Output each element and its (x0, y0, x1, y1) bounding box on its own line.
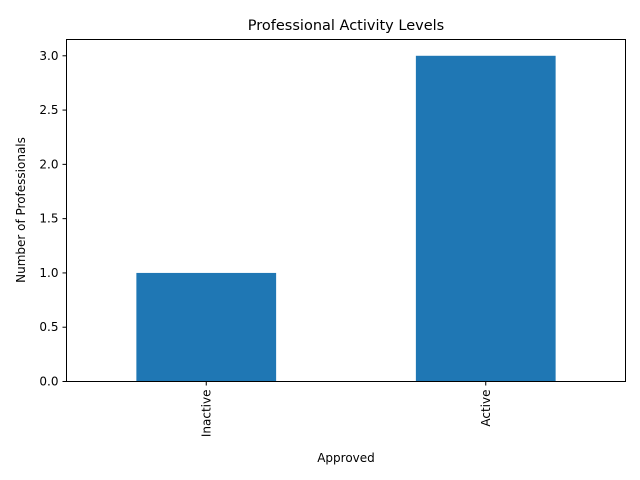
x-tick-label: Inactive (199, 390, 213, 438)
x-axis-label: Approved (317, 451, 375, 465)
bars-group (136, 55, 556, 382)
y-tick-label: 1.0 (39, 266, 58, 280)
bar-active (415, 55, 556, 382)
chart-title: Professional Activity Levels (248, 18, 444, 34)
plot-frame (66, 39, 626, 382)
y-tick-label: 2.0 (39, 157, 58, 171)
y-tick-label: 3.0 (39, 49, 58, 63)
y-tick-label: 0.0 (39, 375, 58, 389)
x-axis-ticks: Inactive Active (199, 381, 493, 438)
y-axis-label: Number of Professionals (14, 137, 28, 283)
y-tick-label: 1.5 (39, 212, 58, 226)
y-tick-label: 2.5 (39, 103, 58, 117)
bar-inactive (136, 272, 277, 382)
y-tick-label: 0.5 (39, 320, 58, 334)
y-axis-ticks: 0.0 0.5 1.0 1.5 2.0 2.5 3.0 (39, 49, 67, 389)
x-tick-label: Active (479, 390, 493, 427)
